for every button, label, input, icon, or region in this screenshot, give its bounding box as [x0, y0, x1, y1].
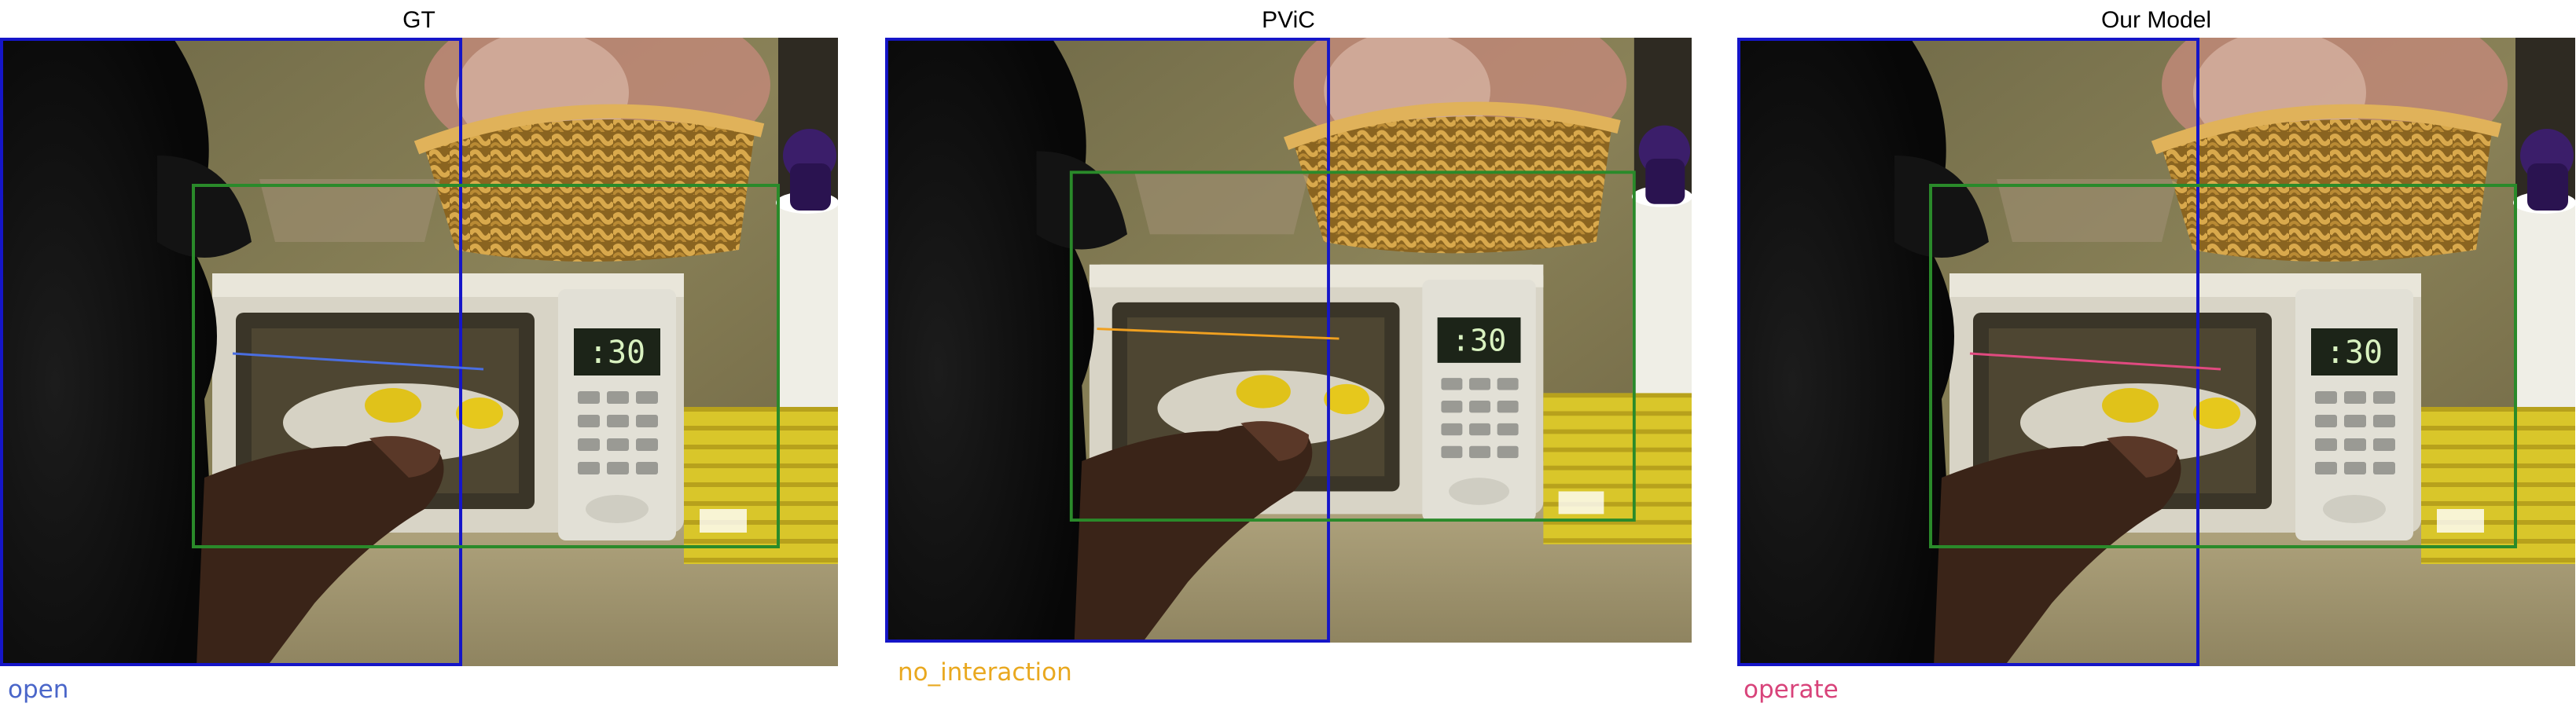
- human-box-our-model: [1737, 38, 2199, 666]
- object-box-pvic: [1069, 170, 1636, 522]
- panel-title-our-model: Our Model: [2100, 7, 2212, 33]
- caption-pvic: no_interaction: [898, 658, 1072, 687]
- panel-title-gt: GT: [402, 7, 435, 33]
- caption-gt: open: [8, 676, 69, 704]
- scene-pvic: [885, 38, 1692, 643]
- caption-our-model: operate: [1744, 676, 1839, 704]
- interaction-line-pvic: [1097, 328, 1339, 340]
- photo-pvic: [885, 38, 1692, 643]
- scene-gt: [0, 38, 838, 666]
- photo-gt: [0, 38, 838, 666]
- object-box-gt: [192, 184, 780, 548]
- interaction-line-our-model: [1969, 352, 2221, 371]
- photo-our-model: [1737, 38, 2575, 666]
- panel-title-pvic: PViC: [1262, 7, 1315, 33]
- object-box-our-model: [1929, 184, 2517, 548]
- human-box-pvic: [885, 38, 1330, 643]
- interaction-line-gt: [232, 352, 484, 371]
- scene-our-model: [1737, 38, 2575, 666]
- human-box-gt: [0, 38, 462, 666]
